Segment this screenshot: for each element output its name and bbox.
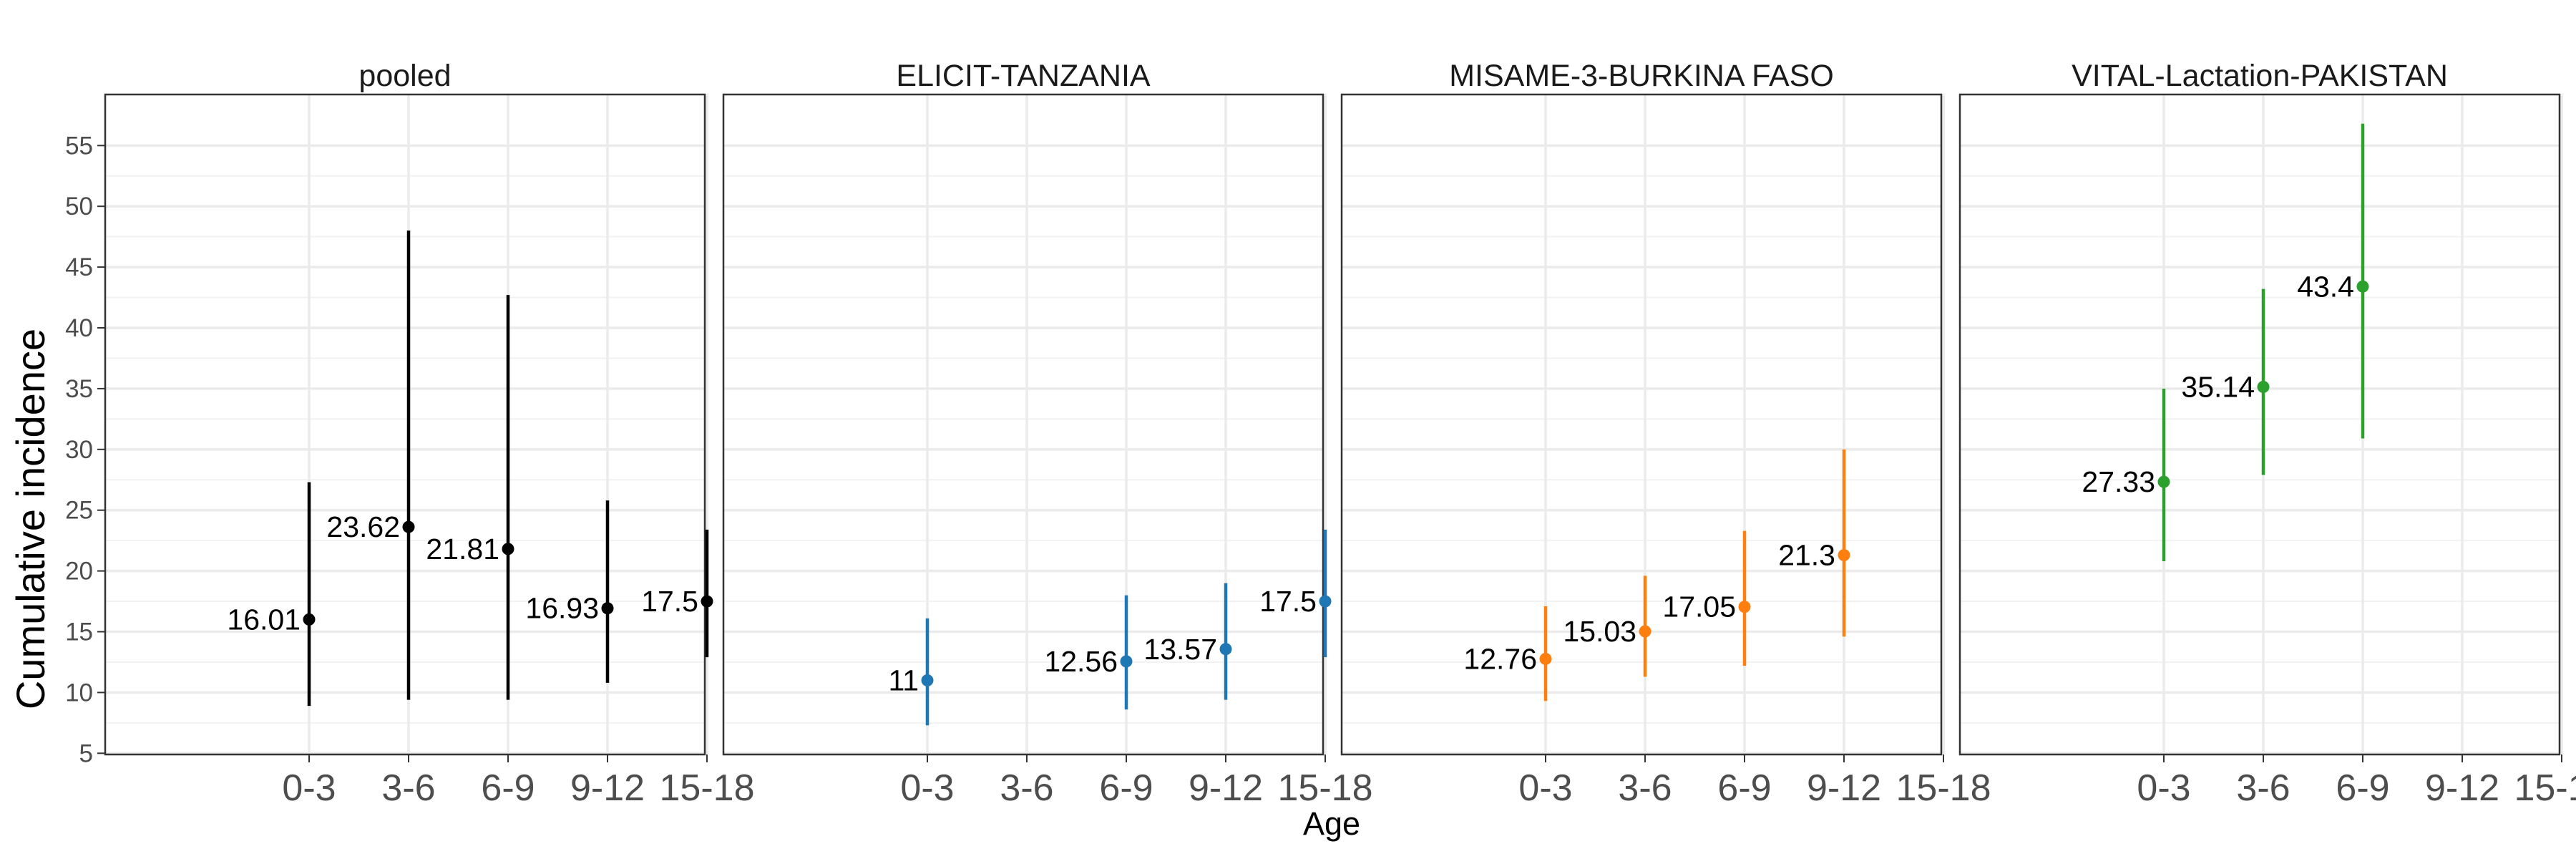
facet-title: VITAL-Lactation-PAKISTAN	[2072, 59, 2448, 93]
data-point	[2356, 280, 2369, 293]
data-label: 13.57	[1143, 633, 1217, 666]
x-tick-label: 6-9	[2336, 767, 2389, 809]
x-tick-label: 9-12	[1807, 767, 1881, 809]
x-tick-label: 15-18	[660, 767, 755, 809]
facet-panel: pooled 0-3 3-6 6-9 9-12 15-18 16.01 23.62 21.81 1…	[104, 59, 755, 809]
x-tick-label: 9-12	[2425, 767, 2499, 809]
y-tick-label: 10	[65, 679, 93, 707]
data-label: 35.14	[2181, 371, 2255, 404]
y-tick-label: 45	[65, 253, 93, 281]
data-label: 21.3	[1778, 539, 1835, 572]
data-point	[1120, 655, 1133, 668]
x-tick-label: 6-9	[1099, 767, 1153, 809]
data-point	[921, 674, 934, 686]
data-point	[402, 520, 415, 533]
data-label: 12.56	[1044, 645, 1118, 678]
x-tick-label: 9-12	[570, 767, 645, 809]
y-tick-label: 55	[65, 132, 93, 160]
y-tick-label: 30	[65, 436, 93, 464]
x-tick-label: 0-3	[2137, 767, 2190, 809]
data-point	[303, 613, 316, 626]
x-axis-title: Age	[1303, 805, 1360, 842]
data-label: 43.4	[2297, 270, 2354, 303]
facet-title: pooled	[358, 59, 451, 93]
facet-title: MISAME-3-BURKINA FASO	[1449, 59, 1834, 93]
facet-panel: MISAME-3-BURKINA FASO 0-3 3-6 6-9 9-12 15-18 1…	[1340, 59, 1991, 809]
facet-panel: ELICIT-TANZANIA 0-3 3-6 6-9 9-12 15-18 11 12.56…	[722, 59, 1373, 809]
y-tick-label: 35	[65, 375, 93, 403]
y-tick-label: 50	[65, 193, 93, 220]
data-label: 12.76	[1463, 643, 1537, 676]
data-label: 16.01	[227, 603, 301, 636]
facet-title: ELICIT-TANZANIA	[896, 59, 1151, 93]
x-tick-label: 6-9	[1717, 767, 1771, 809]
y-tick-label: 25	[65, 497, 93, 525]
panel-border	[1958, 93, 2561, 756]
data-point	[1639, 625, 1652, 638]
panel-border	[722, 93, 1324, 756]
data-point	[1738, 601, 1751, 613]
data-point	[2257, 381, 2270, 394]
panel-border	[1340, 93, 1943, 756]
data-point	[2157, 475, 2170, 488]
x-tick-label: 0-3	[900, 767, 954, 809]
data-label: 15.03	[1563, 615, 1636, 648]
panels: pooled 0-3 3-6 6-9 9-12 15-18 16.01 23.62 21.81 1…	[104, 59, 2576, 809]
data-point	[1838, 549, 1850, 562]
x-tick-label: 0-3	[282, 767, 336, 809]
data-point	[502, 543, 514, 555]
y-axis: 5 10 15 20 25 30 35 40 45 50 55	[65, 132, 105, 767]
data-point	[1319, 595, 1332, 608]
data-label: 23.62	[326, 510, 400, 543]
x-tick-label: 3-6	[2236, 767, 2290, 809]
y-tick-label: 20	[65, 558, 93, 586]
x-tick-label: 15-18	[2514, 767, 2576, 809]
y-tick-label: 5	[79, 739, 93, 767]
data-label: 17.5	[641, 585, 698, 618]
data-label: 16.93	[525, 592, 599, 625]
data-point	[601, 602, 614, 615]
x-tick-label: 6-9	[481, 767, 535, 809]
data-point	[701, 595, 713, 608]
y-tick-label: 40	[65, 314, 93, 342]
data-label: 21.81	[426, 533, 499, 566]
y-tick-label: 15	[65, 618, 93, 646]
x-tick-label: 3-6	[381, 767, 435, 809]
x-tick-label: 15-18	[1278, 767, 1373, 809]
data-label: 11	[888, 664, 919, 697]
data-label: 17.5	[1259, 585, 1317, 618]
y-axis-title: Cumulative incidence	[8, 329, 53, 709]
data-label: 27.33	[2082, 465, 2155, 498]
x-tick-label: 9-12	[1189, 767, 1263, 809]
x-tick-label: 3-6	[1618, 767, 1672, 809]
x-tick-label: 0-3	[1518, 767, 1572, 809]
x-tick-label: 3-6	[1000, 767, 1053, 809]
x-tick-label: 15-18	[1896, 767, 1991, 809]
facet-panel: VITAL-Lactation-PAKISTAN 0-3 3-6 6-9 9-12 15-…	[1958, 59, 2576, 809]
data-label: 17.05	[1662, 591, 1736, 623]
panel-border	[104, 93, 706, 756]
data-point	[1219, 643, 1232, 656]
data-point	[1539, 653, 1552, 666]
